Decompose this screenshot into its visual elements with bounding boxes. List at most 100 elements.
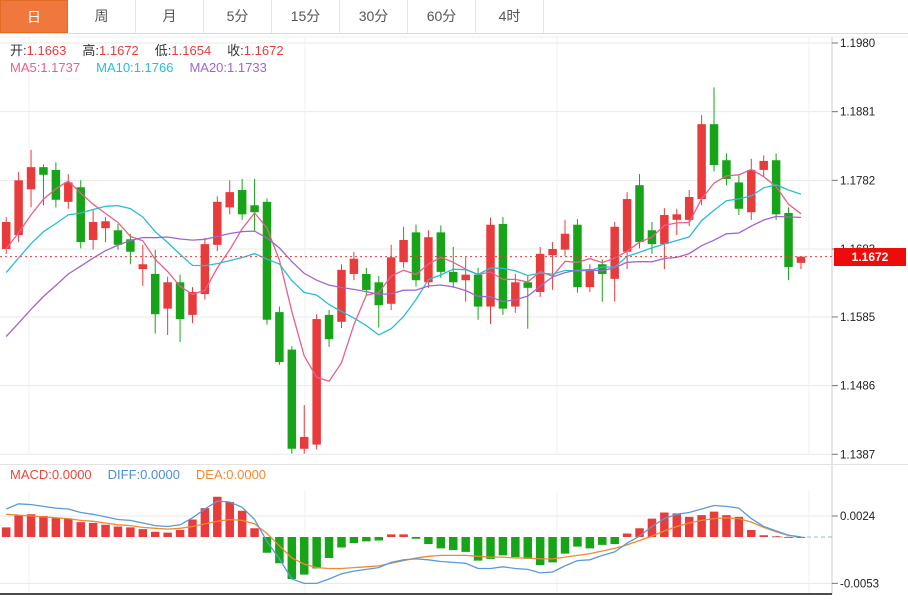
macd-bar: [709, 511, 719, 537]
ohlc-label: 高:: [82, 43, 100, 58]
candle: [138, 244, 148, 286]
ohlc-item: 低:1.1654: [155, 43, 211, 58]
macd-bar: [386, 534, 396, 537]
ohlc-infobar: 开:1.1663 高:1.1672 低:1.1654 收:1.1672: [10, 40, 300, 59]
candle: [287, 346, 297, 454]
candle-body: [312, 319, 321, 445]
candle-body: [163, 282, 172, 309]
candle-body: [299, 436, 309, 449]
ma-label: MA10:: [96, 60, 134, 75]
ohlc-item: 高:1.1672: [82, 43, 138, 58]
candle: [759, 155, 768, 177]
tab-周[interactable]: 周: [68, 0, 136, 33]
ma-infobar: MA5:1.1737 MA10:1.1766 MA20:1.1733: [10, 60, 283, 75]
candle-body: [76, 187, 85, 243]
candle-body: [734, 182, 744, 209]
macd-bar: [535, 537, 545, 565]
candle-body: [262, 201, 272, 320]
tab-日[interactable]: 日: [0, 0, 68, 33]
candle-body: [175, 282, 185, 320]
candle-body: [573, 224, 582, 288]
candle-body: [684, 196, 694, 220]
tab-30分[interactable]: 30分: [340, 0, 408, 33]
candle: [411, 224, 421, 287]
candle: [225, 180, 234, 215]
candle: [299, 405, 309, 454]
macd-bar: [1, 527, 11, 537]
macd-bar: [486, 537, 495, 559]
candle: [461, 257, 470, 302]
candle-body: [386, 257, 396, 304]
macd-bar: [213, 496, 222, 537]
ma-item: MA5:1.1737: [10, 60, 80, 75]
ma5-line: [5, 168, 802, 382]
candle: [548, 242, 557, 290]
candle-body: [486, 224, 495, 307]
candle-body: [461, 274, 470, 281]
candle: [324, 310, 334, 347]
ohlc-value: 1.1654: [171, 43, 212, 58]
candle: [312, 314, 321, 450]
candle: [150, 249, 160, 334]
ohlc-value: 1.1672: [243, 43, 284, 58]
candle: [498, 217, 508, 315]
candle-body: [697, 124, 706, 200]
ma20-line: [5, 215, 802, 337]
candle-body: [200, 244, 210, 295]
candle: [598, 259, 607, 302]
tab-4时[interactable]: 4时: [476, 0, 544, 33]
macd-bar: [51, 517, 61, 537]
candle: [560, 219, 570, 256]
candle: [573, 219, 582, 293]
macd-bar: [585, 537, 595, 549]
candle-body: [436, 232, 446, 272]
tab-60分[interactable]: 60分: [408, 0, 476, 33]
candle-body: [250, 205, 259, 213]
macd-bar: [175, 530, 185, 537]
candle-body: [188, 291, 197, 315]
tab-月[interactable]: 月: [136, 0, 204, 33]
dea-line: [6, 513, 802, 570]
tab-15分[interactable]: 15分: [272, 0, 340, 33]
interval-tabbar: 日周月 5分 15分 30分 60分 4时: [0, 0, 908, 34]
macd-bar: [635, 528, 644, 537]
candle-body: [498, 224, 508, 309]
candle: [734, 174, 744, 216]
candle-body: [399, 239, 408, 263]
macd-axis-label: -0.0053: [840, 578, 879, 590]
candle: [610, 221, 619, 302]
candle: [76, 180, 85, 249]
candle-body: [709, 124, 719, 166]
candle-body: [362, 273, 371, 290]
macd-item: DEA:0.0000: [196, 467, 266, 482]
macd-bar: [262, 537, 272, 553]
candle-body: [26, 167, 36, 190]
macd-bar: [697, 515, 706, 537]
macd-bar: [684, 516, 694, 537]
candle-body: [610, 226, 619, 279]
candle: [523, 276, 533, 329]
macd-bar: [374, 537, 383, 541]
ma-value: 1.1766: [133, 60, 174, 75]
macd-bar: [64, 518, 73, 537]
macd-bar: [126, 527, 135, 537]
candle: [796, 256, 806, 270]
candle: [374, 276, 383, 328]
candle: [14, 172, 23, 243]
candle-body: [548, 248, 557, 256]
macd-bar: [312, 537, 321, 569]
macd-bar: [672, 513, 682, 537]
candle: [213, 196, 222, 252]
macd-bar: [598, 537, 607, 545]
candle: [635, 174, 644, 249]
ma-item: MA10:1.1766: [96, 60, 173, 75]
tab-5分[interactable]: 5分: [204, 0, 272, 33]
macd-bar: [449, 537, 458, 551]
y-axis-label: 1.1980: [840, 38, 875, 50]
candle: [88, 210, 98, 250]
macd-bar: [660, 512, 669, 537]
candle-body: [473, 274, 483, 307]
candle: [26, 149, 36, 208]
candle-body: [349, 258, 359, 274]
